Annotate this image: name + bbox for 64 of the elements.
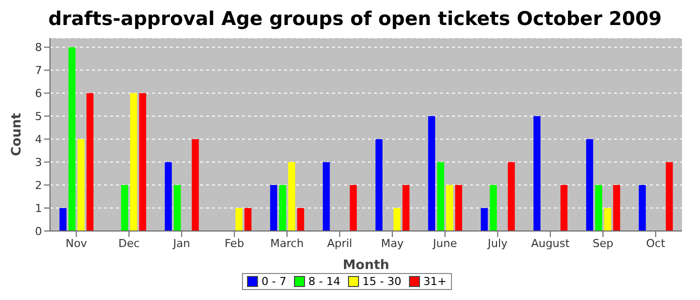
- y-tick-label: 4: [35, 133, 42, 146]
- bar: [121, 185, 128, 231]
- bar: [279, 185, 286, 231]
- bar: [130, 93, 138, 231]
- y-tick-label: 2: [35, 178, 42, 192]
- y-tick-label: 1: [35, 202, 42, 215]
- bar: [393, 208, 400, 231]
- y-tick-label: 7: [35, 64, 42, 78]
- x-tick-label: August: [531, 236, 570, 250]
- bar: [446, 185, 454, 231]
- bar: [174, 185, 181, 231]
- x-tick-label: April: [327, 236, 352, 250]
- bar: [480, 208, 488, 231]
- y-tick-label: 8: [35, 41, 42, 54]
- bar: [297, 208, 304, 231]
- bar: [322, 162, 330, 231]
- x-tick-label: Jan: [172, 236, 190, 250]
- y-tick-label: 5: [35, 110, 42, 124]
- bar: [139, 93, 146, 231]
- bar: [613, 185, 620, 231]
- bar: [586, 139, 594, 231]
- y-tick-label: 0: [35, 224, 42, 238]
- bar: [437, 162, 444, 231]
- bar: [402, 185, 410, 231]
- legend-label: 31+: [422, 275, 447, 288]
- bar: [77, 139, 84, 231]
- x-tick-label: May: [380, 236, 404, 250]
- bar: [595, 185, 602, 231]
- chart-title: drafts-approval Age groups of open tickets October 2009: [47, 8, 663, 32]
- bar: [59, 208, 66, 231]
- bar: [235, 208, 242, 231]
- bar: [192, 139, 199, 231]
- bar: [288, 162, 296, 231]
- y-axis-title: Count: [10, 112, 25, 156]
- bar: [508, 162, 515, 231]
- bar: [164, 162, 172, 231]
- y-tick-label: 6: [35, 87, 42, 100]
- x-tick-label: Nov: [66, 236, 88, 250]
- bar: [375, 139, 382, 231]
- bar: [244, 208, 252, 231]
- bar: [455, 185, 462, 231]
- bar: [270, 185, 278, 231]
- x-tick-label: Sep: [592, 236, 614, 250]
- bar: [666, 162, 673, 231]
- x-tick-label: March: [270, 236, 304, 250]
- x-tick-label: Oct: [646, 236, 666, 250]
- legend-label: 8 - 14: [307, 275, 340, 288]
- bar: [490, 185, 497, 231]
- bar: [86, 93, 94, 231]
- legend-label: 15 - 30: [361, 275, 402, 288]
- legend-label: 0 - 7: [260, 275, 286, 288]
- x-tick-label: July: [486, 236, 508, 250]
- bar: [350, 185, 357, 231]
- y-tick-label: 3: [35, 156, 42, 169]
- bar: [533, 116, 540, 231]
- bar: [560, 185, 568, 231]
- x-tick-label: June: [432, 236, 458, 250]
- x-tick-label: Dec: [118, 236, 140, 250]
- x-tick-label: Feb: [224, 236, 244, 250]
- bar: [428, 116, 436, 231]
- bar: [638, 185, 646, 231]
- x-axis-title: Month: [342, 258, 390, 273]
- bar: [68, 47, 76, 231]
- bar: [604, 208, 612, 231]
